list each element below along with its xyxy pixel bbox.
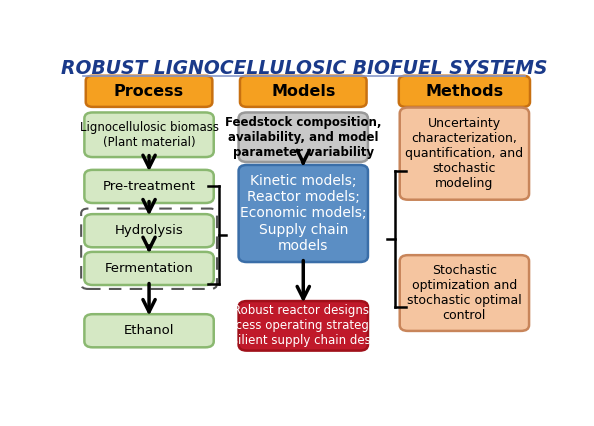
Text: Lignocellulosic biomass
(Plant material): Lignocellulosic biomass (Plant material) [80, 121, 219, 149]
FancyBboxPatch shape [239, 301, 368, 351]
Text: Process: Process [114, 84, 184, 99]
Text: Hydrolysis: Hydrolysis [115, 224, 184, 237]
FancyBboxPatch shape [239, 112, 368, 162]
Text: Uncertainty
characterization,
quantification, and
stochastic
modeling: Uncertainty characterization, quantifica… [405, 117, 523, 190]
FancyBboxPatch shape [240, 76, 366, 107]
FancyBboxPatch shape [84, 314, 214, 347]
FancyBboxPatch shape [399, 76, 530, 107]
FancyBboxPatch shape [84, 170, 214, 203]
FancyBboxPatch shape [239, 165, 368, 262]
FancyBboxPatch shape [84, 252, 214, 285]
Text: Fermentation: Fermentation [105, 262, 194, 275]
FancyBboxPatch shape [400, 255, 529, 331]
Text: Feedstock composition,
availability, and model
parameter variability: Feedstock composition, availability, and… [225, 116, 381, 159]
FancyBboxPatch shape [400, 107, 529, 200]
Text: ROBUST LIGNOCELLULOSIC BIOFUEL SYSTEMS: ROBUST LIGNOCELLULOSIC BIOFUEL SYSTEMS [61, 59, 548, 78]
Text: Stochastic
optimization and
stochastic optimal
control: Stochastic optimization and stochastic o… [407, 264, 522, 322]
Text: Ethanol: Ethanol [124, 324, 174, 337]
FancyBboxPatch shape [84, 214, 214, 247]
Text: Models: Models [271, 84, 336, 99]
FancyBboxPatch shape [86, 76, 213, 107]
Text: Pre-treatment: Pre-treatment [103, 180, 195, 193]
Text: Kinetic models;
Reactor models;
Economic models;
Supply chain
models: Kinetic models; Reactor models; Economic… [240, 174, 366, 253]
Text: Methods: Methods [425, 84, 504, 99]
Text: Robust reactor designs,
Process operating strategies,
Resilient supply chain des: Robust reactor designs, Process operatin… [217, 304, 390, 347]
FancyBboxPatch shape [84, 112, 214, 157]
